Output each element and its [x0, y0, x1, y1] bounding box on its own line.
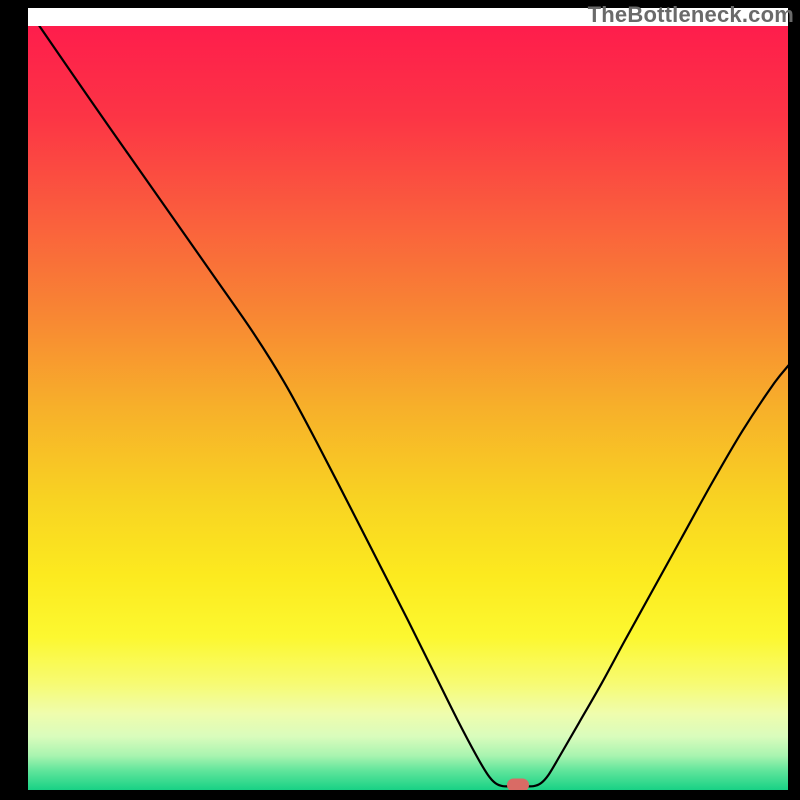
plot-area — [28, 26, 788, 790]
bottleneck-curve — [28, 26, 788, 790]
frame-border-bottom — [0, 790, 800, 800]
frame-border-right — [788, 0, 800, 800]
frame-border-left — [0, 0, 28, 800]
watermark-text: TheBottleneck.com — [588, 2, 794, 28]
chart-frame: TheBottleneck.com — [0, 0, 800, 800]
